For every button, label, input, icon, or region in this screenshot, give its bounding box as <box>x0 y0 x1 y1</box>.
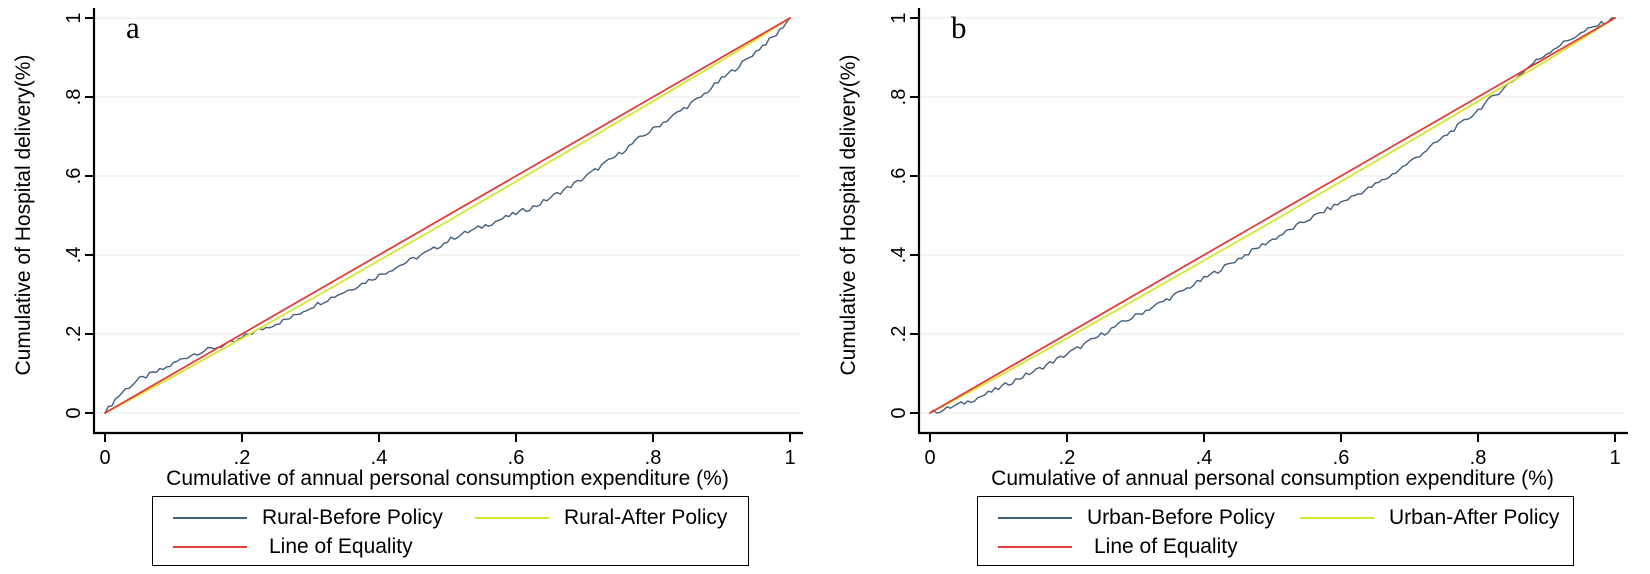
x-axis-title: Cumulative of annual personal consumptio… <box>991 467 1554 490</box>
legend-entry-before-policy: Urban-Before Policy <box>998 506 1275 530</box>
svg-text:0: 0 <box>924 447 935 469</box>
panel-letter-a: a <box>126 10 140 45</box>
svg-text:1: 1 <box>1609 447 1620 469</box>
panel-letter-b: b <box>951 10 967 45</box>
legend-line-swatch-after <box>475 517 549 519</box>
svg-text:.4: .4 <box>371 447 388 469</box>
legend-line-swatch-equality <box>173 546 247 548</box>
legend-label: Line of Equality <box>1094 535 1238 558</box>
svg-text:0: 0 <box>888 407 910 418</box>
legend-label: Line of Equality <box>269 535 413 558</box>
y-axis-title: Cumulative of Hospital delivery(%) <box>837 54 860 376</box>
svg-text:1: 1 <box>784 447 795 469</box>
svg-text:.4: .4 <box>888 247 910 264</box>
legend-line-swatch-before <box>998 517 1072 519</box>
panel-rural: 0 0 .2 .2 .4 .4 .6 .6 .8 .8 1 1 Cumulative of Hospi… <box>12 8 803 566</box>
svg-text:.6: .6 <box>508 447 525 469</box>
svg-text:0: 0 <box>99 447 110 469</box>
svg-text:.8: .8 <box>63 89 85 106</box>
legend-entry-equality: Line of Equality <box>998 535 1238 559</box>
legend-entry-equality: Line of Equality <box>173 535 413 559</box>
svg-text:.8: .8 <box>888 89 910 106</box>
legend-label: Urban-After Policy <box>1389 506 1560 529</box>
svg-text:.6: .6 <box>1333 447 1350 469</box>
svg-text:.2: .2 <box>63 326 85 343</box>
legend-entry-after-policy: Rural-After Policy <box>475 506 727 530</box>
svg-text:.6: .6 <box>63 168 85 185</box>
svg-text:.2: .2 <box>234 447 251 469</box>
plot-canvas-urban: 0 0 .2 .2 .4 .4 .6 .6 .8 .8 1 1 <box>888 8 1628 469</box>
svg-text:.8: .8 <box>1470 447 1487 469</box>
legend-line-swatch-equality <box>998 546 1072 548</box>
svg-text:.8: .8 <box>645 447 662 469</box>
legend-rural: Rural-Before Policy Rural-After Policy L… <box>152 496 749 566</box>
legend-entry-before-policy: Rural-Before Policy <box>173 506 443 530</box>
svg-text:0: 0 <box>63 407 85 418</box>
svg-text:.6: .6 <box>888 168 910 185</box>
svg-text:.4: .4 <box>63 247 85 264</box>
svg-text:1: 1 <box>888 12 910 23</box>
svg-text:1: 1 <box>63 12 85 23</box>
legend-entry-after-policy: Urban-After Policy <box>1300 506 1559 530</box>
legend-label: Urban-Before Policy <box>1087 506 1275 529</box>
legend-label: Rural-Before Policy <box>262 506 443 529</box>
legend-line-swatch-after <box>1300 517 1374 519</box>
svg-text:.4: .4 <box>1196 447 1213 469</box>
legend-label: Rural-After Policy <box>564 506 728 529</box>
plot-canvas-rural: 0 0 .2 .2 .4 .4 .6 .6 .8 .8 1 1 <box>63 8 803 469</box>
legend-urban: Urban-Before Policy Urban-After Policy L… <box>977 496 1574 566</box>
svg-text:.2: .2 <box>1059 447 1076 469</box>
svg-text:.2: .2 <box>888 326 910 343</box>
panel-urban: 0 0 .2 .2 .4 .4 .6 .6 .8 .8 1 1 Cumulative of Hospi… <box>825 0 1650 574</box>
legend-line-swatch-before <box>173 517 247 519</box>
x-axis-title: Cumulative of annual personal consumptio… <box>166 467 729 490</box>
y-axis-title: Cumulative of Hospital delivery(%) <box>12 54 35 376</box>
